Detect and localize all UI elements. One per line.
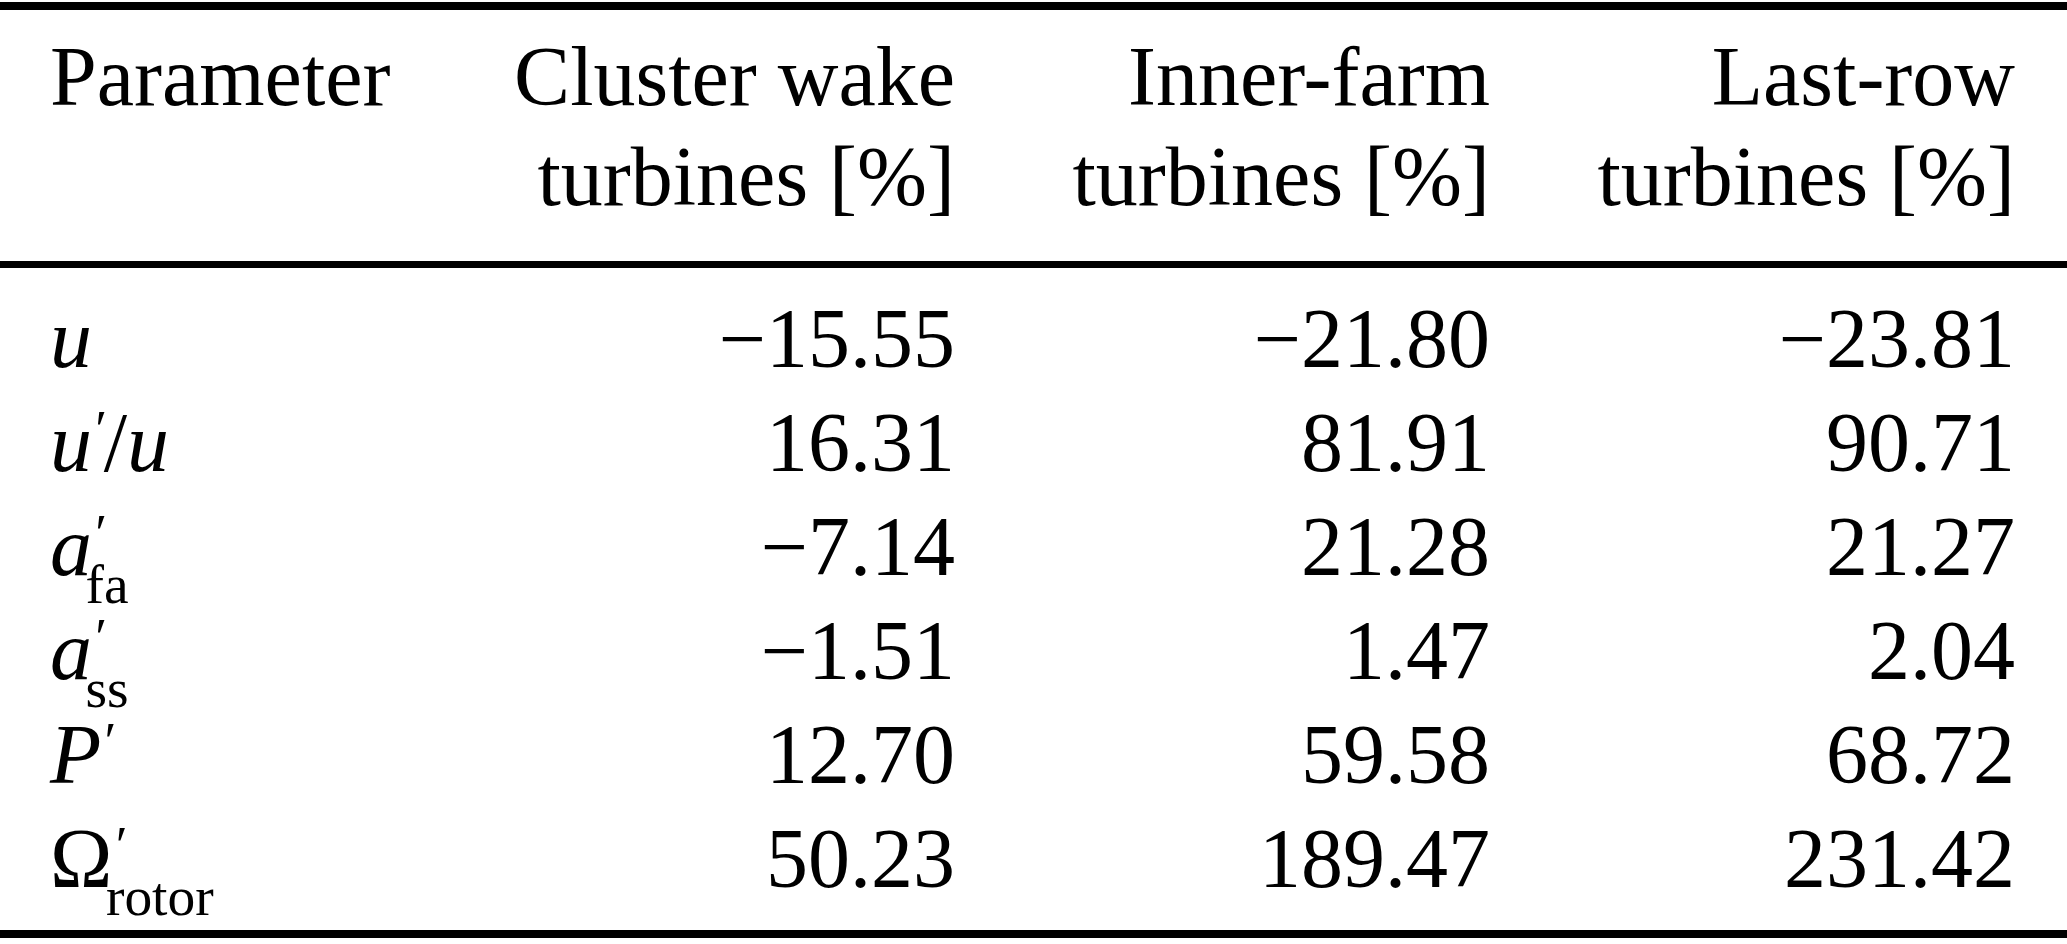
value-cell: −7.14: [490, 495, 955, 599]
value-cell: −23.81: [1490, 261, 2067, 391]
value-cell: 81.91: [955, 391, 1490, 495]
param-symbol-omega-prime-rotor: Ω′rotor: [0, 807, 490, 911]
header-last-row-line2: turbines [%]: [1490, 127, 2015, 227]
table-row: a′fa −7.14 21.28 21.27: [0, 495, 2067, 599]
table-row: u −15.55 −21.80 −23.81: [0, 261, 2067, 391]
value-cell: −21.80: [955, 261, 1490, 391]
header-inner-farm: Inner-farm turbines [%]: [955, 8, 1490, 261]
param-symbol-u-prime-over-u: u′/u: [0, 391, 490, 495]
header-row: Parameter Cluster wake turbines [%] Inne…: [0, 8, 2067, 261]
value-cell: 189.47: [955, 807, 1490, 911]
param-symbol-u: u: [0, 261, 490, 391]
header-last-row: Last-row turbines [%]: [1490, 8, 2067, 261]
value-cell: 50.23: [490, 807, 955, 911]
param-symbol-a-prime-fa: a′fa: [0, 495, 490, 599]
param-symbol-p-prime: P′: [0, 703, 490, 807]
header-cluster-wake-line1: Cluster wake: [490, 27, 955, 127]
results-table: Parameter Cluster wake turbines [%] Inne…: [0, 8, 2067, 911]
value-cell: 2.04: [1490, 599, 2067, 703]
value-cell: −1.51: [490, 599, 955, 703]
table-bottom-rule: [0, 930, 2067, 938]
value-cell: 12.70: [490, 703, 955, 807]
value-cell: 68.72: [1490, 703, 2067, 807]
header-inner-farm-line2: turbines [%]: [955, 127, 1490, 227]
header-cluster-wake-line2: turbines [%]: [490, 127, 955, 227]
value-cell: 16.31: [490, 391, 955, 495]
table-row: u′/u 16.31 81.91 90.71: [0, 391, 2067, 495]
value-cell: 231.42: [1490, 807, 2067, 911]
value-cell: 90.71: [1490, 391, 2067, 495]
table-row: P′ 12.70 59.58 68.72: [0, 703, 2067, 807]
value-cell: 21.28: [955, 495, 1490, 599]
param-symbol-a-prime-ss: a′ss: [0, 599, 490, 703]
value-cell: 21.27: [1490, 495, 2067, 599]
value-cell: −15.55: [490, 261, 955, 391]
header-parameter-line1: Parameter: [50, 27, 490, 127]
header-last-row-line1: Last-row: [1490, 27, 2015, 127]
value-cell: 59.58: [955, 703, 1490, 807]
header-inner-farm-line1: Inner-farm: [955, 27, 1490, 127]
table-row: Ω′rotor 50.23 189.47 231.42: [0, 807, 2067, 911]
header-cluster-wake: Cluster wake turbines [%]: [490, 8, 955, 261]
header-parameter: Parameter: [0, 8, 490, 261]
paper-table-page: Parameter Cluster wake turbines [%] Inne…: [0, 0, 2067, 944]
value-cell: 1.47: [955, 599, 1490, 703]
table-row: a′ss −1.51 1.47 2.04: [0, 599, 2067, 703]
